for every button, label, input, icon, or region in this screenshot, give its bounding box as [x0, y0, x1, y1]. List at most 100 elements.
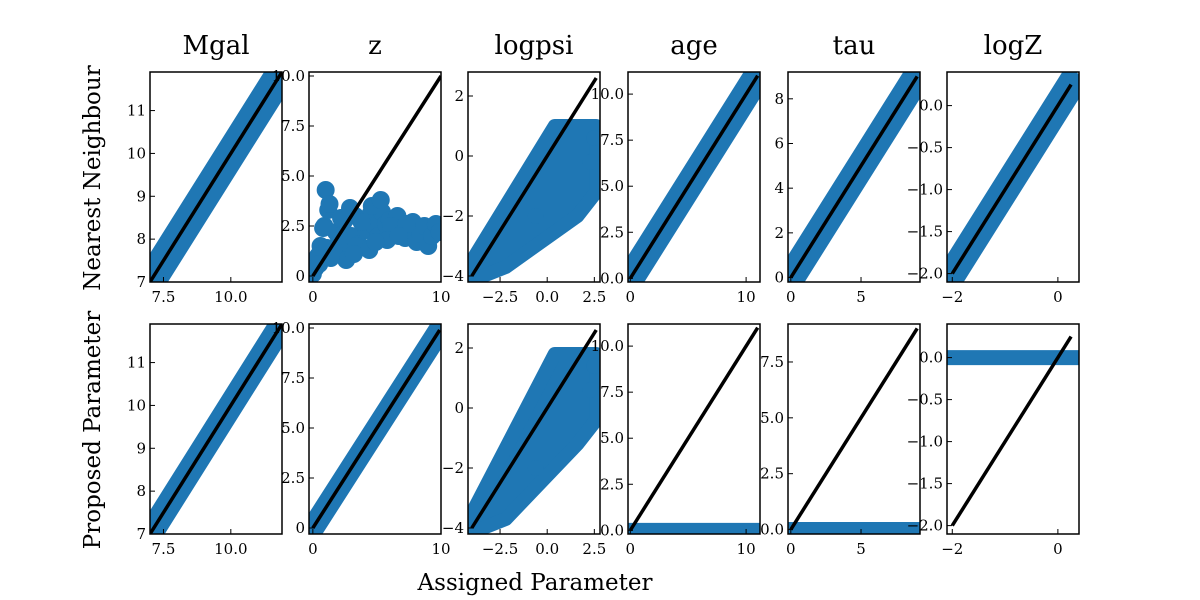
panel-proposed-tau-ytick-label-3: 7.5 — [760, 353, 784, 371]
panel-nn-logz-marks — [947, 72, 1079, 282]
panel-proposed-logz-ytick-label-4: 0.0 — [919, 349, 943, 367]
panel-proposed-logpsi-ytick-label-0: −4 — [442, 519, 464, 537]
panel-proposed-tau-frame — [787, 323, 921, 535]
panel-nn-z-ytick-label-1: 2.5 — [281, 217, 305, 235]
panel-proposed-age: 0 10 0.0 2.5 5.0 7.5 10.0 — [591, 323, 761, 558]
panel-proposed-logpsi-ytick-label-3: 2 — [454, 339, 464, 357]
panel-proposed-mgal-ytick-label-3: 10 — [127, 396, 146, 414]
panel-proposed-z-ytick-label-4: 10.0 — [272, 319, 305, 337]
x-axis-label: Assigned Parameter — [417, 570, 653, 596]
panel-nn-z-identity-line — [311, 75, 441, 277]
panel-proposed-mgal-marks — [150, 324, 282, 534]
panel-nn-tau: 0 5 0 2 4 6 8 tau — [774, 31, 921, 306]
panel-proposed-logpsi-ytick-label-1: −2 — [442, 459, 464, 477]
panel-proposed-tau-ytick-label-1: 2.5 — [760, 465, 784, 483]
panel-proposed-mgal-xtick-label-0: 7.5 — [152, 540, 176, 558]
panel-nn-z-ytick-label-4: 10.0 — [272, 67, 305, 85]
panel-nn-age-ytick-label-4: 10.0 — [591, 85, 624, 103]
panel-proposed-tau-identity-line — [789, 327, 919, 531]
panel-nn-age-frame — [627, 71, 761, 283]
panel-proposed-z-xtick-label-1: 10 — [431, 540, 450, 558]
panel-proposed-tau-ytick-label-0: 0.0 — [760, 521, 784, 539]
panel-proposed-age-ytick-label-2: 5.0 — [600, 429, 624, 447]
panel-proposed-age-ytick-label-1: 2.5 — [600, 475, 624, 493]
panel-nn-logz-ytick-label-2: −1.0 — [907, 181, 943, 199]
panel-nn-mgal-ytick-label-2: 9 — [136, 187, 146, 205]
panel-nn-z-point-34 — [316, 181, 335, 199]
panel-nn-age-ytick-label-3: 7.5 — [600, 131, 624, 149]
panel-nn-z-ytick-label-2: 5.0 — [281, 167, 305, 185]
panel-nn-tau-identity-line — [789, 75, 919, 279]
panel-grid: 7.5 10.0 7 8 9 10 11 Mgal 0 10 0 2.5 5.0 7.5 10.0 z −2.5… — [127, 31, 1080, 558]
panel-nn-mgal-ytick-label-0: 7 — [136, 273, 146, 291]
panel-proposed-age-xtick-label-0: 0 — [626, 540, 636, 558]
panel-proposed-z-ytick-label-0: 0 — [295, 519, 305, 537]
panel-proposed-tau-marks — [788, 327, 920, 534]
panel-nn-logz-identity-line — [950, 83, 1073, 275]
panel-nn-z-xtick-label-1: 10 — [431, 288, 450, 306]
panel-proposed-logz-marks — [947, 335, 1079, 527]
panel-proposed-logz-ytick-label-0: −2.0 — [907, 517, 943, 535]
panel-nn-logpsi-ytick-label-2: 0 — [454, 147, 464, 165]
panel-nn-logpsi-points-wedge — [468, 119, 600, 282]
panel-nn-tau-xtick-label-0: 0 — [786, 288, 796, 306]
panel-proposed-mgal-ytick-label-4: 11 — [127, 354, 146, 372]
panel-nn-tau-xtick-label-1: 5 — [856, 288, 866, 306]
panel-proposed-logz-ytick-label-2: −1.0 — [907, 433, 943, 451]
panel-proposed-mgal-ytick-label-0: 7 — [136, 525, 146, 543]
panel-nn-logz-xtick-label-1: 0 — [1053, 288, 1063, 306]
panel-proposed-tau-xtick-label-0: 0 — [786, 540, 796, 558]
panel-nn-age-xtick-label-0: 0 — [626, 288, 636, 306]
panel-nn-logz-frame — [946, 71, 1080, 283]
panel-proposed-logpsi-xtick-label-0: −2.5 — [482, 540, 518, 558]
panel-nn-age-ytick-label-0: 0.0 — [600, 269, 624, 287]
panel-nn-z-title: z — [368, 31, 382, 61]
panel-nn-age-ytick-label-2: 5.0 — [600, 177, 624, 195]
panel-nn-logpsi-ytick-label-3: 2 — [454, 87, 464, 105]
panel-proposed-z-identity-line — [311, 329, 441, 529]
panel-proposed-age-ytick-label-0: 0.0 — [600, 521, 624, 539]
panel-nn-tau-ytick-label-4: 8 — [774, 90, 784, 108]
panel-proposed-age-frame — [627, 323, 761, 535]
panel-proposed-logpsi-points-wedge — [468, 347, 600, 534]
panel-nn-z-marks — [309, 75, 441, 282]
panel-nn-tau-ytick-label-0: 0 — [774, 269, 784, 287]
panel-proposed-logpsi-xtick-label-2: 2.5 — [582, 540, 606, 558]
panel-nn-tau-ytick-label-3: 6 — [774, 134, 784, 152]
panel-proposed-logpsi-xtick-label-1: 0.0 — [535, 540, 559, 558]
panel-proposed-mgal: 7.5 10.0 7 8 9 10 11 — [127, 323, 283, 558]
panel-proposed-logz-identity-line — [950, 335, 1073, 527]
panel-proposed-logz: −2 0 −2.0 −1.5 −1.0 −0.5 0.0 — [907, 323, 1080, 558]
panel-nn-z-frame — [308, 71, 442, 283]
panel-nn-logpsi-point-1 — [586, 130, 600, 146]
panel-nn-z-point-55 — [344, 245, 363, 263]
panel-proposed-tau: 0 5 0.0 2.5 5.0 7.5 — [760, 323, 921, 558]
panel-proposed-z: 0 10 0 2.5 5.0 7.5 10.0 — [272, 319, 451, 558]
panel-nn-tau-ytick-label-1: 2 — [774, 224, 784, 242]
panel-proposed-age-marks — [628, 326, 760, 534]
panel-nn-z-point-38 — [352, 213, 371, 231]
panel-proposed-mgal-ytick-label-2: 9 — [136, 439, 146, 457]
panel-proposed-age-identity-line — [628, 326, 760, 532]
panel-nn-tau-ytick-label-2: 4 — [774, 179, 784, 197]
panel-nn-logpsi-xtick-label-0: −2.5 — [482, 288, 518, 306]
panel-proposed-logpsi: −2.5 0.0 2.5 −4 −2 0 2 — [442, 323, 606, 558]
panel-nn-z-ytick-label-3: 7.5 — [281, 117, 305, 135]
panel-nn-z-point-43 — [314, 219, 333, 237]
panel-nn-logpsi-point-0 — [582, 154, 599, 170]
panel-nn-z-xtick-label-0: 0 — [308, 288, 318, 306]
panel-nn-tau-marks — [788, 72, 920, 282]
panel-nn-tau-frame — [787, 71, 921, 283]
panel-proposed-tau-ytick-label-2: 5.0 — [760, 409, 784, 427]
panel-proposed-z-frame — [308, 323, 442, 535]
panel-nn-age-title: age — [670, 31, 718, 61]
panel-nn-z-ytick-label-0: 0 — [295, 267, 305, 285]
row-label-top: Nearest Neighbour — [80, 65, 106, 290]
panel-proposed-logpsi-identity-line — [470, 329, 598, 529]
panel-nn-z-point-33 — [430, 223, 441, 241]
panel-nn-logz-ytick-label-1: −1.5 — [907, 223, 943, 241]
panel-proposed-age-ytick-label-4: 10.0 — [591, 337, 624, 355]
panel-nn-logpsi-point-2 — [527, 208, 544, 224]
panel-nn-mgal-identity-line — [150, 72, 282, 282]
